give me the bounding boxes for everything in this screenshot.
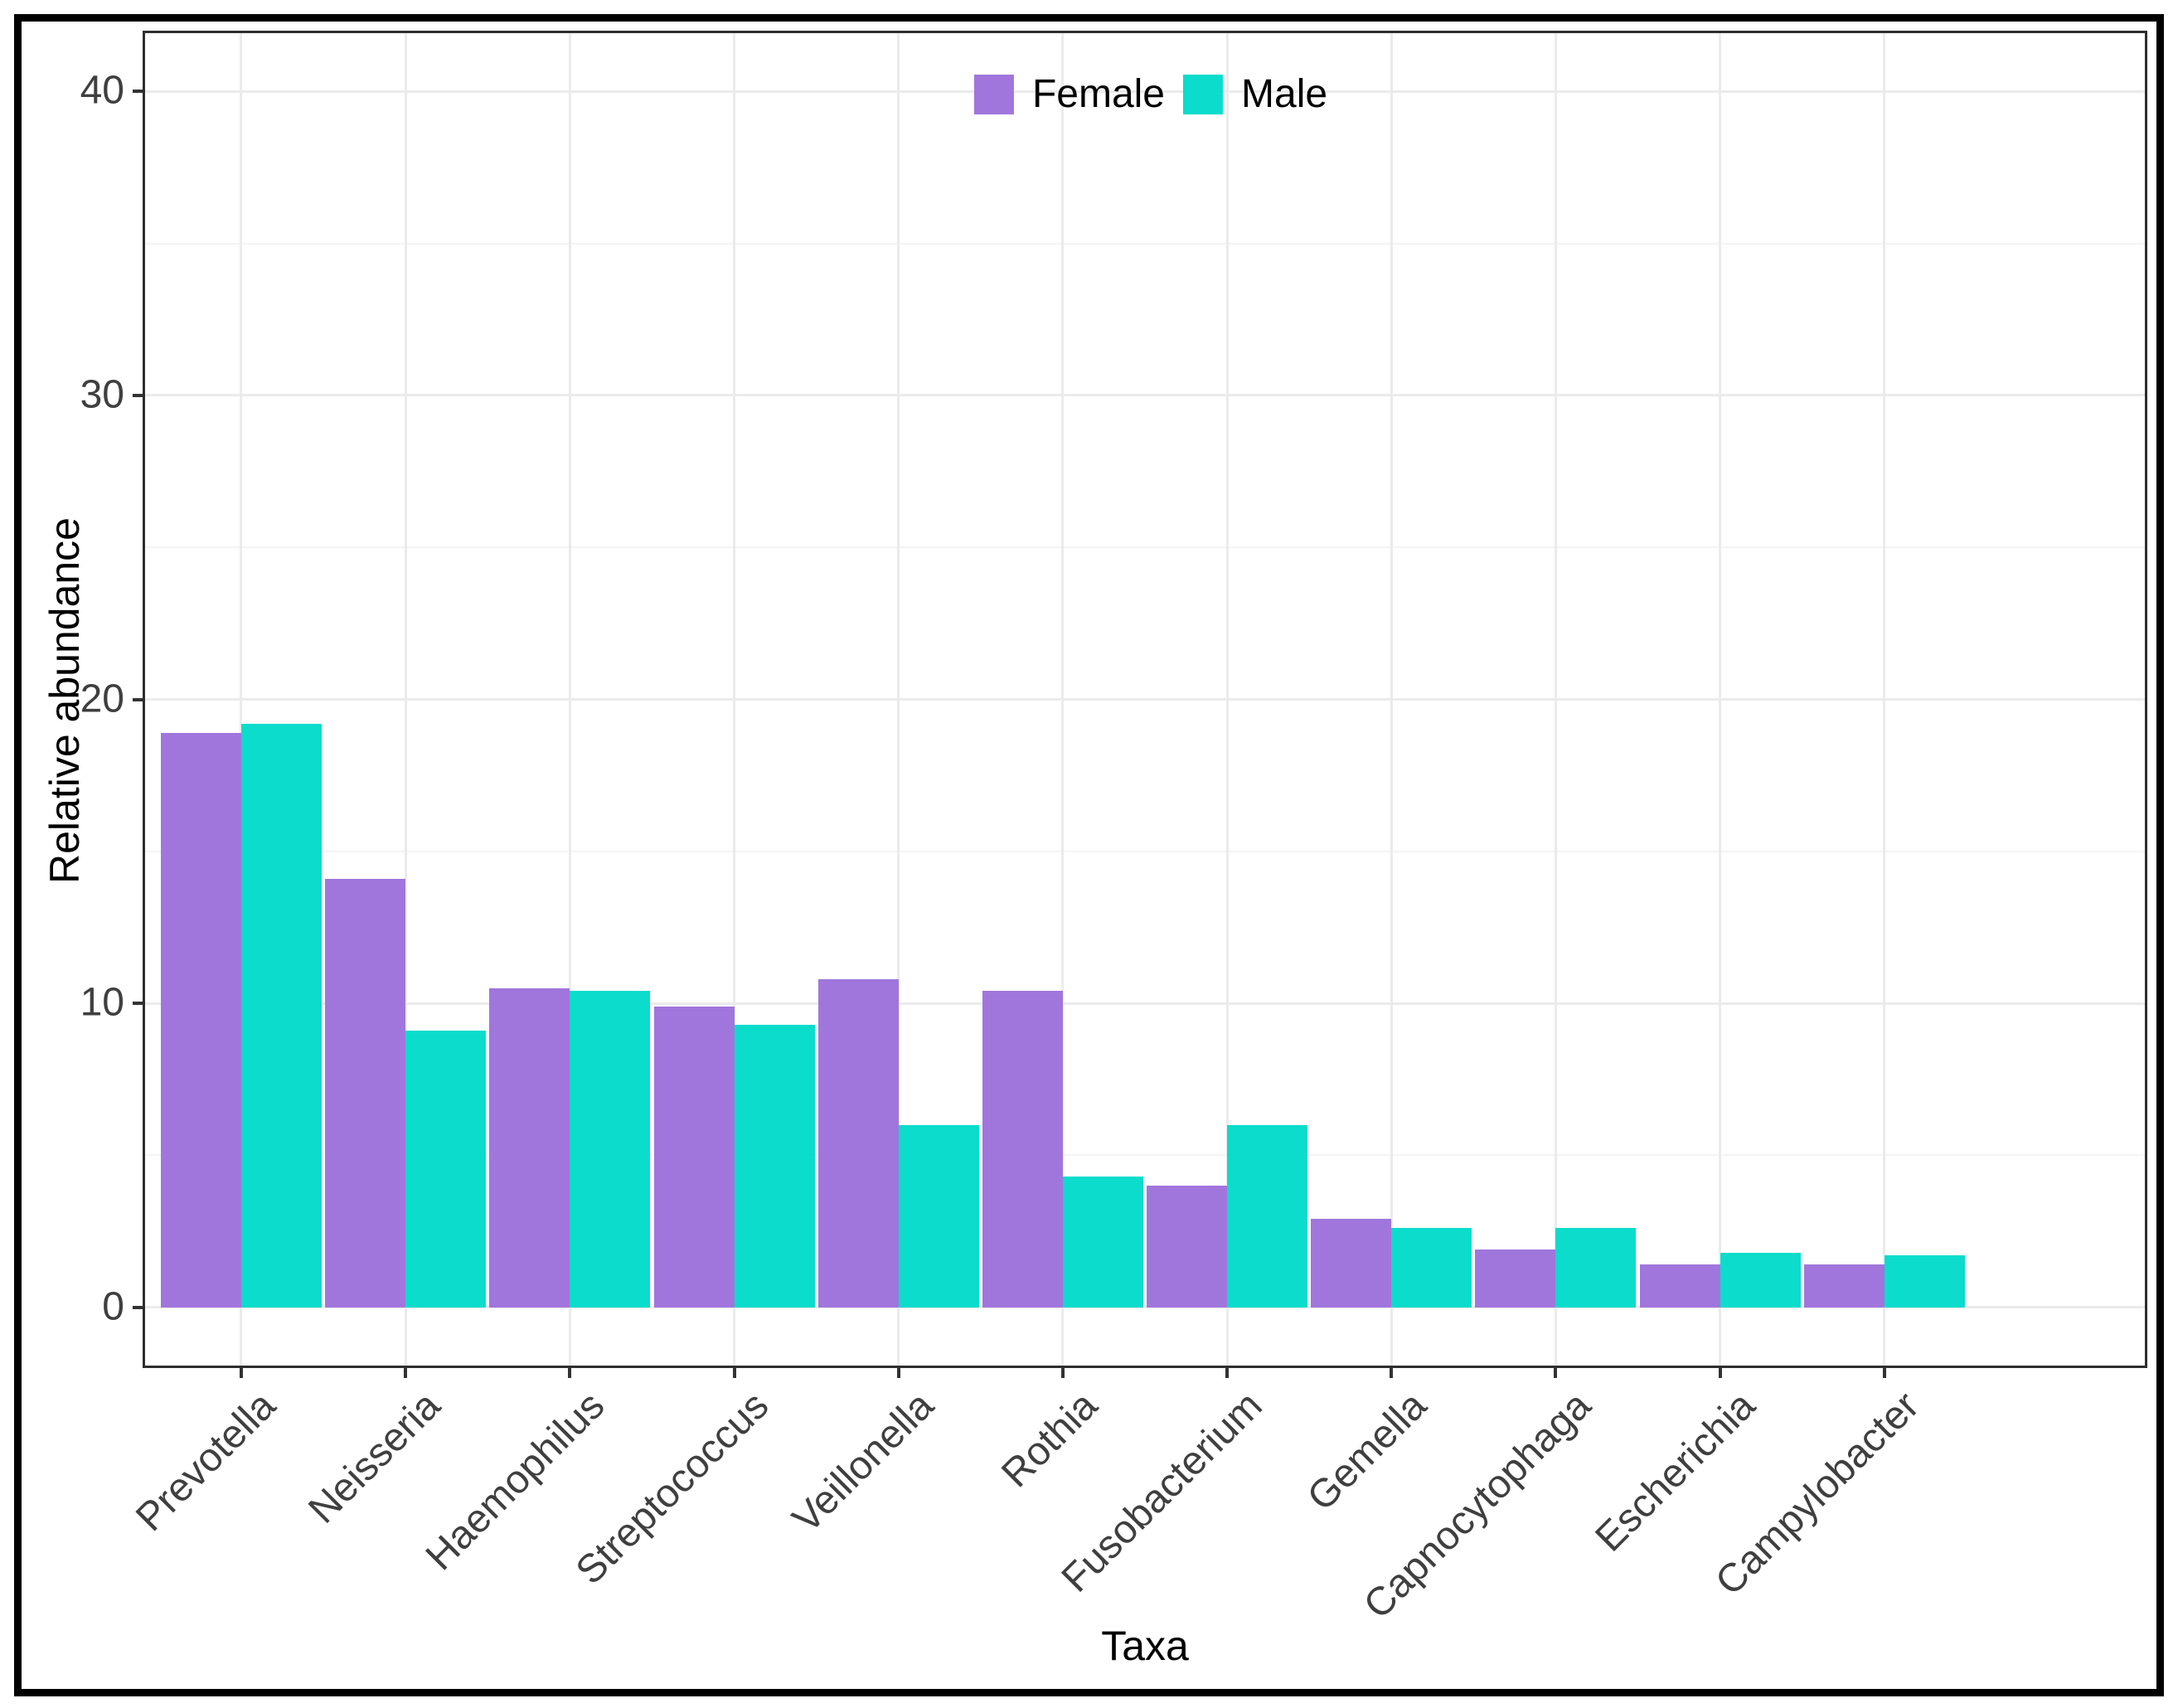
gridline-x-haemophilus [568,31,571,1368]
x-tick-label-prevotella: Prevotella [128,1383,285,1541]
x-tick-label-campylobacter: Campylobacter [1707,1383,1928,1604]
gridline-y-minor-15 [143,850,2147,852]
x-tick-capnocytophaga [1554,1368,1558,1378]
bar-male-neisseria [405,1031,487,1308]
bar-male-prevotella [240,723,322,1308]
bar-female-haemophilus [489,987,570,1308]
bar-female-fusobacterium [1147,1186,1228,1308]
gridline-y-major-0 [143,1306,2147,1309]
y-tick-20 [133,697,143,701]
x-tick-label-neisseria: Neisseria [300,1383,449,1532]
y-tick-label-40: 40 [80,68,124,113]
x-tick-label-capnocytophaga: Capnocytophaga [1355,1383,1599,1628]
gridline-x-gemella [1390,31,1393,1368]
gridline-x-campylobacter [1883,31,1886,1368]
y-tick-label-0: 0 [102,1284,124,1329]
gridline-x-rothia [1061,31,1065,1368]
bar-male-streptococcus [734,1024,815,1308]
bar-male-gemella [1391,1228,1472,1308]
bar-female-capnocytophaga [1475,1249,1556,1308]
gridline-x-escherichia [1719,31,1722,1368]
gridline-x-prevotella [240,31,243,1368]
x-tick-label-rothia: Rothia [993,1383,1107,1497]
x-tick-label-gemella: Gemella [1298,1383,1435,1520]
plot-panel [143,31,2147,1368]
gridline-x-capnocytophaga [1554,31,1557,1368]
gridline-x-veillonella [897,31,900,1368]
gridline-x-streptococcus [733,31,735,1368]
bar-male-veillonella [898,1124,979,1308]
bar-female-escherichia [1639,1264,1720,1308]
bar-female-veillonella [817,978,899,1308]
legend-key-male [1183,75,1224,114]
x-tick-streptococcus [732,1368,736,1378]
x-tick-fusobacterium [1225,1368,1230,1378]
y-tick-label-10: 10 [80,980,124,1025]
bar-female-campylobacter [1803,1264,1885,1308]
x-axis-title: Taxa [1101,1623,1189,1669]
bar-male-campylobacter [1884,1255,1965,1308]
gridline-y-minor-5 [143,1154,2147,1157]
legend: Female Male [973,72,1327,116]
x-tick-label-fusobacterium: Fusobacterium [1053,1383,1271,1601]
gridline-y-major-30 [143,394,2147,397]
gridline-x-fusobacterium [1225,31,1229,1368]
y-tick-label-30: 30 [80,372,124,417]
legend-label-male: Male [1241,72,1328,116]
legend-item-male: Male [1183,75,1327,114]
y-axis-title: Relative abundance [41,517,88,884]
y-tick-0 [133,1305,143,1309]
gridline-y-minor-35 [143,242,2147,245]
x-tick-veillonella [896,1368,900,1378]
gridline-y-major-40 [143,90,2147,93]
legend-key-female [973,75,1014,114]
x-tick-campylobacter [1882,1368,1886,1378]
legend-item-female: Female [973,72,1166,116]
x-tick-label-streptococcus: Streptococcus [568,1383,778,1594]
x-tick-label-veillonella: Veillonella [783,1383,942,1542]
legend-label-female: Female [1031,72,1166,116]
bar-male-haemophilus [570,991,651,1308]
x-tick-prevotella [239,1368,243,1378]
gridline-y-minor-25 [143,546,2147,549]
y-tick-40 [133,90,143,94]
gridline-x-neisseria [404,31,407,1368]
gridline-y-major-20 [143,698,2147,701]
x-tick-neisseria [404,1368,408,1378]
y-tick-10 [133,1002,143,1006]
gridline-y-major-10 [143,1002,2147,1005]
bar-male-fusobacterium [1227,1124,1308,1308]
bar-female-gemella [1311,1219,1392,1308]
bar-male-rothia [1062,1177,1143,1308]
x-tick-haemophilus [568,1368,572,1378]
bar-female-rothia [982,991,1063,1308]
x-tick-label-escherichia: Escherichia [1586,1383,1763,1560]
bar-male-capnocytophaga [1555,1228,1637,1308]
y-tick-30 [133,393,143,397]
bar-female-neisseria [325,878,406,1308]
x-tick-escherichia [1718,1368,1722,1378]
x-tick-rothia [1060,1368,1065,1378]
bar-male-escherichia [1720,1252,1801,1308]
x-tick-gemella [1390,1368,1394,1378]
bar-female-prevotella [160,732,241,1308]
x-tick-label-haemophilus: Haemophilus [417,1383,614,1579]
bar-female-streptococcus [653,1006,735,1308]
